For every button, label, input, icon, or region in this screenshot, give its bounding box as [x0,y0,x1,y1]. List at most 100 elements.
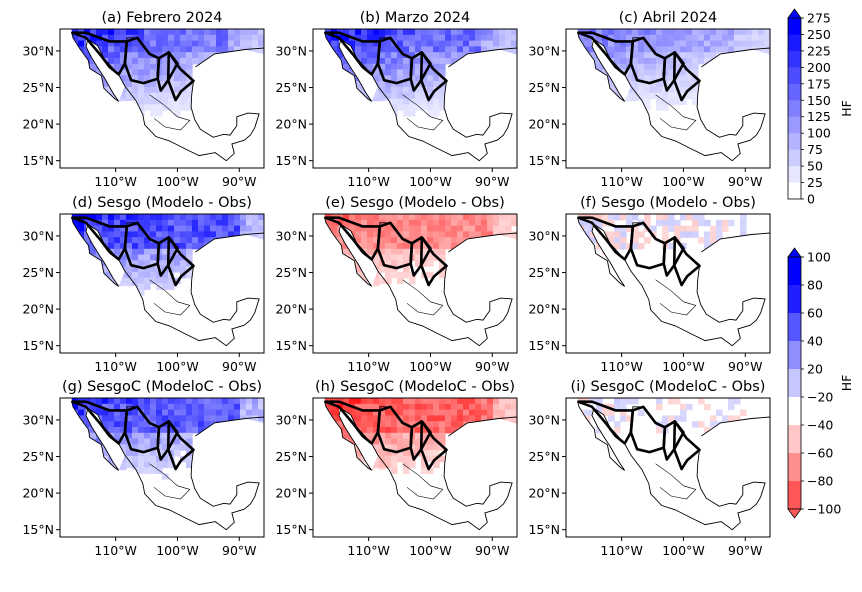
colorbar-extend-min [787,508,802,519]
lat-tick-label: 25°N [528,449,560,464]
lon-tick-label: 100°W [156,543,198,558]
lat-tick-label: 30°N [528,412,560,427]
lon-tick-label: 110°W [600,174,642,189]
colorbar-tick-label: 50 [807,159,823,174]
colorbar-tick-label: 175 [807,76,831,91]
lat-tick-label: 15°N [528,153,560,168]
colorbar-segment [788,481,801,510]
lat-tick-label: 15°N [22,153,54,168]
colorbar-segment [788,166,801,183]
lat-tick-label: 20°N [22,117,54,132]
colorbar-segment [788,425,801,454]
lon-tick-label: 110°W [347,174,389,189]
lon-tick-label: 110°W [347,543,389,558]
lon-tick-label: 90°W [475,359,510,374]
map-panel: (a) Febrero 2024 30°N 25°N 20°N 15°N 110°W 100… [22,10,265,189]
lat-tick-label: 25°N [275,265,307,280]
colorbar-tick-label: 250 [807,27,831,42]
panel-frame [59,397,265,538]
lat-tick-label: 25°N [275,80,307,95]
lon-tick-label: 110°W [600,543,642,558]
map-panels: (a) Febrero 2024 30°N 25°N 20°N 15°N 110°W 100… [22,10,771,558]
lon-tick-label: 90°W [728,359,763,374]
map-panel: (e) Sesgo (Modelo - Obs) 30°N 25°N 20°N 15°N… [275,195,518,374]
lat-tick-label: 15°N [275,153,307,168]
map-panel: (d) Sesgo (Modelo - Obs) 30°N 25°N 20°N 15°N… [22,195,265,374]
lat-tick-label: 20°N [528,302,560,317]
colorbar-segment [788,313,801,342]
lon-tick-label: 100°W [409,174,451,189]
lat-tick-label: 15°N [528,522,560,537]
lat-tick-label: 25°N [22,265,54,280]
colorbar-tick-label: 25 [807,175,823,190]
lon-tick-label: 90°W [728,174,763,189]
lon-tick-label: 110°W [94,174,136,189]
map-panel: (i) SesgoC (ModeloC - Obs) 30°N 25°N 20°N 15… [528,379,771,558]
panel-frame [59,28,265,169]
lat-tick-label: 30°N [528,228,560,243]
lat-tick-label: 30°N [22,228,54,243]
lon-tick-label: 110°W [600,359,642,374]
colorbar-tick-label: 20 [807,362,823,377]
lon-tick-label: 110°W [94,359,136,374]
lon-tick-label: 100°W [156,174,198,189]
colorbar-tick-label: 125 [807,109,831,124]
colorbar-label: HF [839,100,854,117]
lat-tick-label: 25°N [528,80,560,95]
lat-tick-label: 25°N [22,80,54,95]
lat-tick-label: 20°N [275,117,307,132]
panel-title: (g) SesgoC (ModeloC - Obs) [62,379,262,395]
lat-tick-label: 30°N [22,412,54,427]
lat-tick-label: 15°N [22,338,54,353]
lat-tick-label: 20°N [22,302,54,317]
map-panel: (b) Marzo 2024 30°N 25°N 20°N 15°N 110°W 100°W… [275,10,518,189]
colorbar-tick-label: −80 [807,474,833,489]
panel-frame [565,28,771,169]
colorbar-segment [788,67,801,85]
colorbar-tick-label: 100 [807,126,831,141]
panel-title: (a) Febrero 2024 [101,10,222,26]
colorbar-extend-max [787,247,802,258]
lat-tick-label: 30°N [528,43,560,58]
lat-tick-label: 30°N [275,228,307,243]
colorbar-segment [788,397,801,426]
lat-tick-label: 15°N [275,338,307,353]
panel-frame [565,397,771,538]
panel-title: (e) Sesgo (Modelo - Obs) [325,195,505,211]
lon-tick-label: 110°W [94,543,136,558]
lon-tick-label: 100°W [409,543,451,558]
colorbar-tick-label: 100 [807,250,831,265]
colorbar-tick-label: 150 [807,93,831,108]
lat-tick-label: 25°N [22,449,54,464]
map-panel: (g) SesgoC (ModeloC - Obs) 30°N 25°N 20°N 15… [22,379,265,558]
colorbar-tick-label: 40 [807,334,823,349]
colorbar-label: HF [839,375,854,392]
colorbar-extend-max [787,8,802,19]
colorbar-tick-label: 0 [807,192,815,207]
lat-tick-label: 20°N [528,117,560,132]
panel-frame [565,213,771,354]
lon-tick-label: 100°W [662,359,704,374]
panel-title: (d) Sesgo (Modelo - Obs) [72,195,252,211]
colorbar-tick-label: 60 [807,306,823,321]
lon-tick-label: 100°W [662,174,704,189]
colorbar-tick-label: −20 [807,390,833,405]
lat-tick-label: 30°N [275,43,307,58]
colorbar-tick-label: 80 [807,278,823,293]
colorbar-segment [788,83,801,101]
colorbar-tick-label: −100 [807,502,841,517]
lat-tick-label: 20°N [275,486,307,501]
panel-frame [59,213,265,354]
lat-tick-label: 25°N [528,265,560,280]
lon-tick-label: 100°W [409,359,451,374]
lat-tick-label: 15°N [275,522,307,537]
colorbar-segment [788,18,801,35]
lon-tick-label: 90°W [222,543,257,558]
colorbar-segment [788,341,801,370]
lat-tick-label: 25°N [275,449,307,464]
colorbar-segment [788,257,801,286]
colorbar-segment [788,133,801,151]
panel-title: (f) Sesgo (Modelo - Obs) [580,195,756,211]
